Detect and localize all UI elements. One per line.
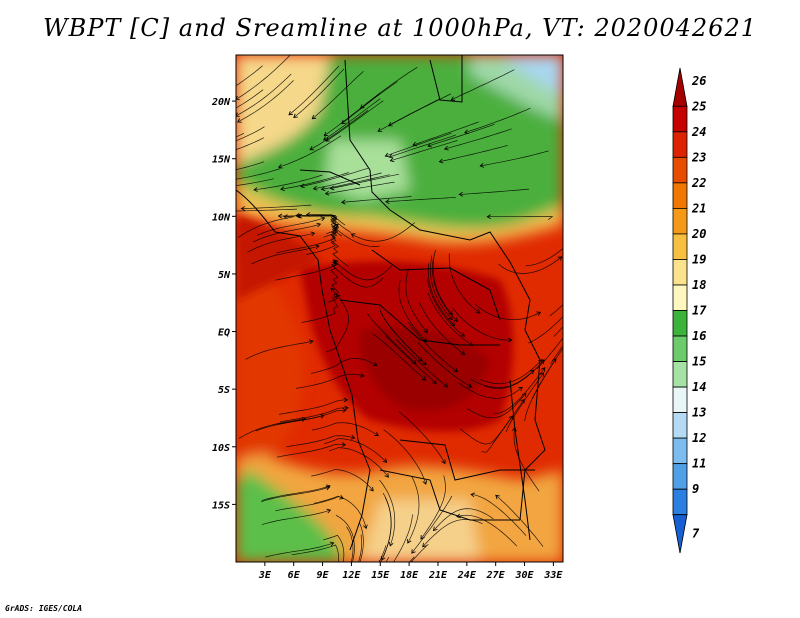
colorbar-swatch xyxy=(672,182,688,209)
colorbar-label: 19 xyxy=(692,252,706,266)
colorbar-swatch xyxy=(672,259,688,286)
colorbar-label: 26 xyxy=(691,74,706,88)
lat-tick-label: EQ xyxy=(218,328,230,339)
colorbar-swatch xyxy=(672,437,688,465)
lon-tick-label: 15E xyxy=(371,570,390,581)
lon-tick-label: 30E xyxy=(514,570,534,581)
colorbar-swatch xyxy=(672,514,688,554)
lon-tick-label: 33E xyxy=(543,570,563,581)
colorbar-swatch xyxy=(672,207,688,235)
colorbar: 26 25 24 23 22 21 20 19 18 17 16 15 14 13 12 11 9 7 xyxy=(672,67,707,554)
colorbar-label: 12 xyxy=(692,431,706,445)
lat-tick-label: 20N xyxy=(211,97,231,108)
colorbar-swatch xyxy=(672,67,688,107)
colorbar-label: 18 xyxy=(692,278,706,292)
map-frame xyxy=(235,54,564,563)
lon-tick-label: 24E xyxy=(457,570,477,581)
colorbar-label: 13 xyxy=(692,406,706,420)
colorbar-swatch xyxy=(672,233,688,260)
colorbar-label: 7 xyxy=(692,527,700,541)
colorbar-label: 16 xyxy=(692,329,706,343)
colorbar-label: 9 xyxy=(692,482,699,496)
colorbar-swatch xyxy=(672,284,688,311)
colorbar-swatch xyxy=(672,156,688,184)
chart-title: WBPT [C] and Sreamline at 1000hPa, VT: 2… xyxy=(42,14,758,42)
lon-tick-label: 27E xyxy=(486,570,506,581)
colorbar-swatch xyxy=(672,386,688,414)
colorbar-label: 24 xyxy=(691,125,706,139)
colorbar-swatch xyxy=(672,412,688,439)
colorbar-label: 22 xyxy=(691,176,706,190)
colorbar-label: 25 xyxy=(691,99,706,113)
colorbar-swatch xyxy=(672,488,688,516)
colorbar-label: 15 xyxy=(692,355,706,369)
colorbar-label: 11 xyxy=(692,457,706,471)
wbpt-fill-layer xyxy=(236,55,563,562)
latitude-axis: 20N 15N 10N 5N EQ 5S 10S 15S xyxy=(211,97,236,511)
colorbar-label: 14 xyxy=(692,380,706,394)
country-boundaries xyxy=(236,55,546,551)
colorbar-swatch xyxy=(672,105,688,133)
lat-tick-label: 15S xyxy=(212,500,230,511)
lon-tick-label: 9E xyxy=(317,570,330,581)
lat-tick-label: 15N xyxy=(212,155,231,166)
lat-tick-label: 10S xyxy=(212,443,230,454)
colorbar-swatch xyxy=(672,335,688,362)
lat-tick-label: 10N xyxy=(212,212,231,223)
colorbar-label: 20 xyxy=(691,227,706,241)
colorbar-label: 17 xyxy=(692,304,707,318)
colorbar-swatch xyxy=(672,463,688,490)
lon-tick-label: 6E xyxy=(288,570,301,581)
longitude-axis: 3E 6E 9E 12E 15E 18E 21E 24E 27E 30E 33E xyxy=(258,562,563,581)
lat-tick-label: 5N xyxy=(218,270,231,281)
lon-tick-label: 3E xyxy=(258,570,272,581)
lon-tick-label: 21E xyxy=(428,570,448,581)
lat-tick-label: 5S xyxy=(218,385,230,396)
colorbar-swatch xyxy=(672,310,688,337)
lon-tick-label: 18E xyxy=(400,570,419,581)
grads-credit: GrADS: IGES/COLA xyxy=(5,604,83,613)
colorbar-label: 21 xyxy=(691,201,706,215)
streamline-layer xyxy=(236,55,563,562)
colorbar-label: 23 xyxy=(691,150,706,164)
colorbar-swatch xyxy=(672,131,688,158)
colorbar-swatch xyxy=(672,361,688,388)
lon-tick-label: 12E xyxy=(342,570,361,581)
